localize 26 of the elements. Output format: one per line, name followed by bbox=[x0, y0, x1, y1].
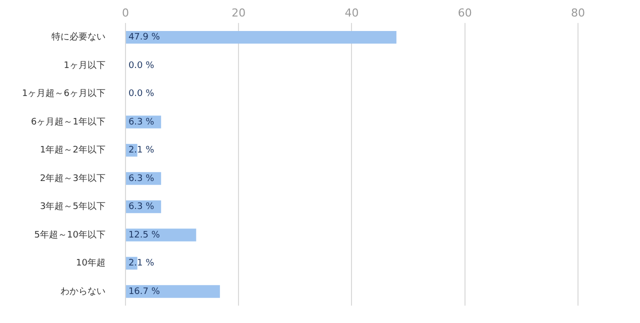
bar bbox=[126, 30, 396, 44]
data-label: 0.0 % bbox=[128, 89, 155, 100]
bar bbox=[126, 228, 196, 242]
x-tick-label: 40 bbox=[344, 6, 359, 20]
y-tick-label: わからない bbox=[60, 286, 106, 297]
y-tick-label: 10年超 bbox=[76, 258, 106, 269]
bar bbox=[126, 285, 220, 298]
data-label: 6.3 % bbox=[128, 202, 155, 212]
x-tick-label: 0 bbox=[122, 6, 129, 20]
y-tick-label: 3年超～5年以下 bbox=[40, 201, 106, 212]
x-tick-label: 60 bbox=[458, 6, 472, 20]
y-tick-label: 1ヶ月超～6ヶ月以下 bbox=[22, 88, 106, 100]
x-tick-label: 80 bbox=[571, 6, 585, 20]
x-tick-label: 20 bbox=[232, 6, 246, 20]
y-tick-label: 1ヶ月以下 bbox=[64, 60, 106, 71]
y-tick-label: 1年超～2年以下 bbox=[40, 144, 106, 156]
data-label: 12.5 % bbox=[128, 230, 160, 240]
data-label: 16.7 % bbox=[128, 286, 160, 297]
y-tick-label: 6ヶ月超～1年以下 bbox=[31, 116, 106, 128]
data-label: 47.9 % bbox=[128, 32, 160, 43]
y-tick-label: 2年超～3年以下 bbox=[40, 172, 106, 184]
y-tick-label: 特に必要ない bbox=[51, 32, 106, 43]
y-tick-label: 5年超～10年以下 bbox=[34, 229, 106, 240]
data-label: 6.3 % bbox=[128, 117, 155, 128]
data-label: 6.3 % bbox=[128, 174, 155, 184]
data-label: 0.0 % bbox=[128, 60, 155, 71]
